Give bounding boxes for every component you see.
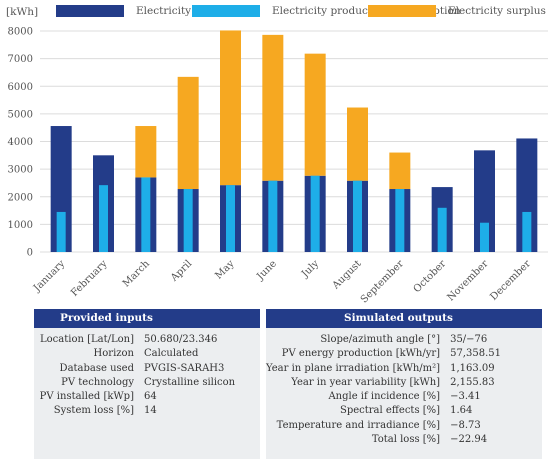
bar-electricity-production [226,185,235,252]
x-tick-label: January [31,258,67,294]
x-tick-label: March [121,258,153,290]
energy-bar-chart: [kWh] 010002000300040005000600070008000 … [6,6,548,305]
input-row: Location [Lat/Lon] 50.680/23.346 [34,333,235,347]
bar-electricity-production [310,175,320,252]
input-row: PV installed [kWp] 64 [34,390,235,404]
output-row: Year in plane irradiation [kWh/m²] 1,163.… [266,362,501,376]
output-row: Slope/azimuth angle [°] 35/−76 [266,333,501,347]
bar-electricity-surplus [304,53,326,176]
output-row: Year in year variability [kWh] 2,155.83 [266,376,501,390]
input-key: System loss [%] [53,405,134,417]
output-key: Year in year variability [kWh] [291,376,441,388]
bar-electricity-production [395,189,405,252]
simulated-outputs-panel: Simulated outputs Slope/azimuth angle [°… [266,309,542,459]
input-row: System loss [%] 14 [34,404,235,418]
bar-electricity-surplus [347,107,368,181]
output-key: Temperature and irradiance [%] [276,419,441,431]
bar-electricity-production [353,180,362,252]
x-tick-label: December [488,258,533,303]
output-row: Angle if incidence [%] −3.41 [266,390,501,404]
bar-electricity-production [522,211,532,252]
bar-electricity-production [437,207,447,252]
input-row: Database used PVGIS-SARAH3 [34,362,235,376]
legend-surplus: Electricity surplus [368,4,546,18]
y-unit-label: [kWh] [6,6,38,18]
provided-inputs-table: Location [Lat/Lon] 50.680/23.346 Horizon Ca… [34,333,235,419]
input-row: PV technology Crystalline silicon [34,376,235,390]
output-value: 35/−76 [450,334,488,345]
y-tick-label: 2000 [8,192,33,203]
legend-label-surplus: Electricity surplus [448,5,546,17]
x-tick-label: February [69,258,110,299]
input-key: Horizon [93,348,134,360]
input-value: 14 [144,405,157,417]
y-tick-label: 0 [27,248,33,259]
output-key: Year in plane irradiation [kWh/m²] [266,362,441,374]
bar-electricity-production [141,177,151,252]
bar-electricity-needs [50,126,72,252]
y-tick-label: 1000 [8,220,33,231]
input-key: Location [Lat/Lon] [40,334,134,345]
output-value: 1,163.09 [450,362,495,374]
y-tick-label: 5000 [8,109,33,120]
x-tick-label: April [168,258,194,284]
output-row: Temperature and irradiance [%] −8.73 [266,419,501,433]
output-key: Total loss [%] [371,434,441,446]
output-key: PV energy production [kWh/yr] [281,348,441,360]
bar-electricity-production [56,211,66,252]
provided-inputs-panel: Provided inputs Location [Lat/Lon] 50.680… [34,309,260,459]
input-value: PVGIS-SARAH3 [144,362,225,374]
bar-electricity-production [268,180,278,252]
bar-electricity-production [183,189,193,252]
provided-inputs-title: Provided inputs [34,309,260,328]
legend-swatch-production [192,5,260,17]
input-value: 50.680/23.346 [144,334,218,345]
output-row: Total loss [%] −22.94 [266,433,501,447]
input-key: PV installed [kWp] [39,391,134,403]
output-key: Spectral effects [%] [339,405,441,417]
y-tick-label: 4000 [8,137,33,148]
y-tick-label: 7000 [8,54,33,65]
input-value: 64 [144,391,157,403]
input-key: Database used [59,362,134,374]
x-tick-label: November [445,258,490,303]
input-key: PV technology [61,376,134,388]
output-row: PV energy production [kWh/yr] 57,358.51 [266,347,501,361]
x-tick-label: June [254,258,279,283]
output-key: Slope/azimuth angle [°] [320,334,441,345]
simulated-outputs-table: Slope/azimuth angle [°] 35/−76 PV energy p… [266,333,501,447]
output-value: −22.94 [450,434,488,446]
output-value: 1.64 [450,405,473,417]
bar-electricity-needs [474,150,495,252]
bar-electricity-needs [516,138,538,252]
y-tick-label: 8000 [8,27,33,38]
bar-electricity-surplus [220,30,241,186]
output-value: 2,155.83 [450,376,495,388]
input-value: Calculated [144,348,199,360]
bar-electricity-production [480,222,489,252]
legend-swatch-needs [56,5,124,17]
input-value: Crystalline silicon [144,376,236,388]
bar-electricity-surplus [177,76,199,190]
output-value: −8.73 [450,419,481,431]
output-key: Angle if incidence [%] [328,391,441,403]
bar-electricity-surplus [262,34,284,181]
x-tick-label: September [359,258,406,305]
output-row: Spectral effects [%] 1.64 [266,404,501,418]
bar-electricity-surplus [389,152,411,190]
y-tick-label: 6000 [8,82,33,93]
x-tick-label: May [213,258,236,281]
output-value: 57,358.51 [450,348,501,360]
x-tick-label: July [299,258,321,280]
output-value: −3.41 [450,391,481,403]
x-tick-label: October [412,258,449,295]
bar-electricity-surplus [135,126,157,178]
x-tick-label: August [330,258,364,292]
legend-swatch-surplus [368,5,436,17]
bar-electricity-production [99,185,108,252]
simulated-outputs-title: Simulated outputs [266,309,542,328]
input-row: Horizon Calculated [34,347,235,361]
y-tick-label: 3000 [8,165,33,176]
